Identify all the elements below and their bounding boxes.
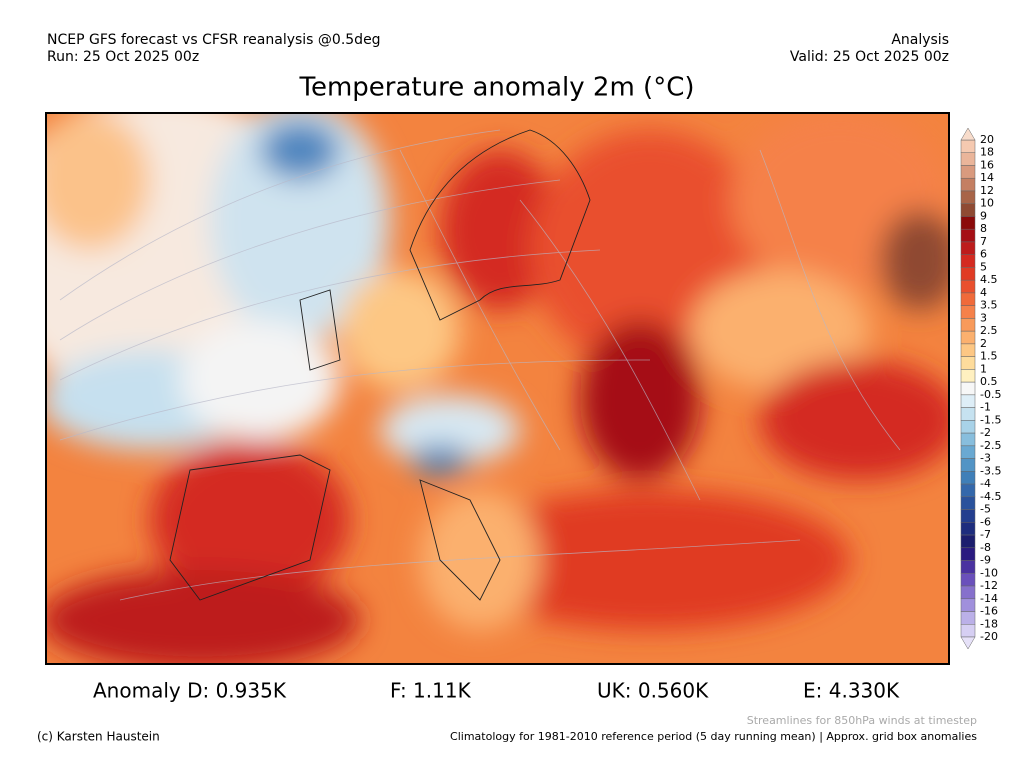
colorbar-arrow-top — [960, 127, 976, 141]
colorbar-label: 14 — [980, 171, 994, 184]
color-box — [960, 547, 976, 561]
colorbar-label: 3.5 — [980, 299, 998, 312]
colorbar-label: 1 — [980, 362, 987, 375]
colorbar-arrow-bottom — [960, 636, 976, 650]
colorbar-label: -1.5 — [980, 413, 1001, 426]
colorbar-label: 6 — [980, 248, 987, 261]
colorbar-label: -5 — [980, 503, 991, 516]
colorbar-label: 3 — [980, 311, 987, 324]
stat-value: Anomaly D: 0.935K — [93, 679, 287, 703]
colorbar-label: -4.5 — [980, 490, 1001, 503]
color-box — [960, 483, 976, 498]
stat-value: F: 1.11K — [390, 679, 472, 703]
colorbar-label: -3 — [980, 452, 991, 465]
climatology-note: Climatology for 1981-2010 reference peri… — [450, 730, 977, 743]
color-box — [960, 369, 976, 383]
color-box — [960, 509, 976, 523]
color-box — [960, 560, 976, 574]
stat-value: UK: 0.560K — [597, 679, 709, 703]
color-box — [960, 522, 976, 536]
colorbar-label: 8 — [980, 222, 987, 235]
color-box — [960, 356, 976, 370]
colorbar-label: 2.5 — [980, 324, 998, 337]
anomaly-map — [46, 113, 949, 664]
color-box — [960, 216, 976, 230]
color-box — [960, 330, 976, 345]
color-box — [960, 228, 976, 243]
colorbar-label: -18 — [980, 617, 998, 630]
colorbar-label: 18 — [980, 146, 994, 159]
color-box — [960, 471, 976, 485]
color-box — [960, 267, 976, 281]
stat-value: E: 4.330K — [803, 679, 900, 703]
colorbar-label: -12 — [980, 579, 998, 592]
color-box — [960, 394, 976, 408]
color-box — [960, 165, 976, 179]
colorbar-label: 7 — [980, 235, 987, 248]
map-title: Temperature anomaly 2m (°C) — [299, 73, 695, 103]
credit: (c) Karsten Haustein — [37, 730, 160, 744]
color-box — [960, 139, 976, 153]
colorbar-label: 9 — [980, 209, 987, 222]
color-box — [960, 177, 976, 192]
colorbar-label: -14 — [980, 592, 998, 605]
color-box — [960, 611, 976, 625]
map-frame — [45, 112, 950, 665]
colorbar-label: 20 — [980, 133, 994, 146]
colorbar-label: 16 — [980, 158, 994, 171]
colorbar-label: 4.5 — [980, 273, 998, 286]
colorbar-label: 2 — [980, 337, 987, 350]
color-box — [960, 458, 976, 472]
colorbar-label: -1 — [980, 401, 991, 414]
color-box — [960, 152, 976, 166]
color-box — [960, 585, 976, 600]
colorbar-label: 4 — [980, 286, 987, 299]
colorbar-label: -7 — [980, 528, 991, 541]
color-box — [960, 190, 976, 204]
header-analysis: Analysis — [891, 32, 949, 48]
colorbar-label: -8 — [980, 541, 991, 554]
color-box — [960, 292, 976, 306]
streamlines-note: Streamlines for 850hPa winds at timestep — [747, 714, 977, 727]
color-box — [960, 241, 976, 255]
colorbar-label: -2 — [980, 426, 991, 439]
colorbar-label: -0.5 — [980, 388, 1001, 401]
color-box — [960, 381, 976, 396]
header-valid: Valid: 25 Oct 2025 00z — [790, 49, 949, 65]
color-box — [960, 279, 976, 294]
header-model: NCEP GFS forecast vs CFSR reanalysis @0.… — [47, 32, 381, 48]
color-box — [960, 624, 976, 638]
stats-row: Anomaly D: 0.935K F: 1.11K UK: 0.560K E: 4.… — [93, 679, 900, 703]
colorbar-label: 1.5 — [980, 350, 998, 363]
colorbar-label: 0.5 — [980, 375, 998, 388]
color-box — [960, 203, 976, 217]
color-box — [960, 343, 976, 357]
colorbar-label: -9 — [980, 554, 991, 567]
color-box — [960, 445, 976, 459]
colorbar-label: 5 — [980, 260, 987, 273]
colorbar-label: 10 — [980, 197, 994, 210]
colorbar-label: -20 — [980, 630, 998, 643]
colorbar-label: 12 — [980, 184, 994, 197]
header-run: Run: 25 Oct 2025 00z — [47, 49, 199, 65]
colorbar: 201816141210987654.543.532.521.510.5-0.5… — [960, 127, 1001, 650]
colorbar-label: -3.5 — [980, 464, 1001, 477]
color-box — [960, 318, 976, 332]
color-box — [960, 534, 976, 549]
color-box — [960, 496, 976, 510]
colorbar-label: -6 — [980, 515, 991, 528]
colorbar-label: -2.5 — [980, 439, 1001, 452]
colorbar-label: -10 — [980, 566, 998, 579]
colorbar-label: -16 — [980, 605, 998, 618]
color-box — [960, 420, 976, 434]
color-box — [960, 254, 976, 268]
color-box — [960, 305, 976, 319]
color-box — [960, 573, 976, 587]
color-box — [960, 432, 976, 447]
colorbar-label: -4 — [980, 477, 991, 490]
color-box — [960, 407, 976, 421]
color-box — [960, 598, 976, 612]
